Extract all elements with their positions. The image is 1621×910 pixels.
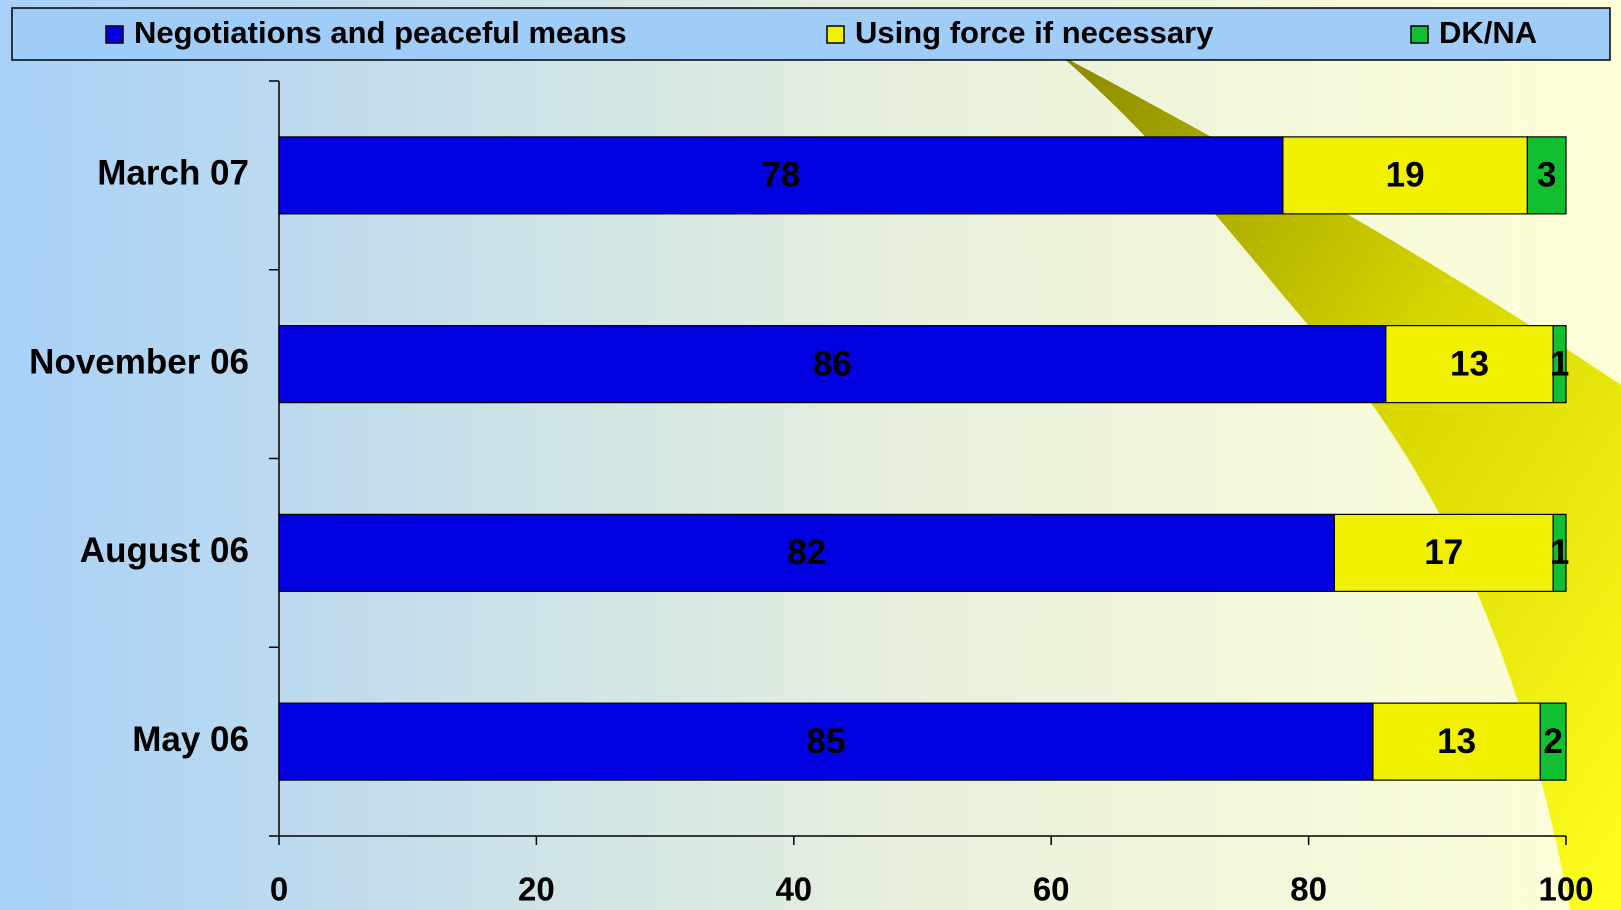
data-label: 17	[1424, 533, 1463, 572]
data-label: 3	[1537, 156, 1556, 195]
data-label: 19	[1386, 156, 1425, 195]
bar-segment	[278, 136, 1284, 215]
data-label: 86	[813, 344, 852, 383]
data-label: 13	[1437, 722, 1476, 761]
x-tick-label: 80	[1290, 871, 1327, 908]
x-tick-label: 40	[775, 871, 812, 908]
legend-swatch	[105, 25, 124, 44]
legend-swatch	[826, 25, 845, 44]
bar-segment	[1526, 136, 1567, 215]
bar-segment	[1282, 136, 1528, 215]
data-label: 2	[1543, 722, 1562, 761]
bar-segment	[1372, 702, 1541, 781]
bar-segment	[1333, 513, 1554, 592]
x-tick-label: 20	[518, 871, 555, 908]
legend-label: Using force if necessary	[855, 15, 1214, 50]
bar-segment	[1552, 325, 1567, 404]
y-tick-label: November 06	[29, 342, 249, 381]
legend-box	[11, 7, 1611, 61]
bar-segment	[1385, 325, 1554, 404]
legend-label: Negotiations and peaceful means	[134, 15, 627, 50]
x-tick-label: 60	[1033, 871, 1070, 908]
bar-segment	[1552, 513, 1567, 592]
y-tick-label: March 07	[97, 154, 249, 193]
data-label: 13	[1450, 344, 1489, 383]
decoration	[1060, 55, 1621, 910]
data-label: 85	[807, 722, 846, 761]
bar-segment	[278, 513, 1335, 592]
data-label: 1	[1550, 533, 1569, 572]
legend-label: DK/NA	[1439, 15, 1537, 50]
bar-segment	[278, 702, 1374, 781]
y-tick-label: August 06	[80, 531, 249, 570]
data-label: 78	[761, 156, 800, 195]
data-label: 82	[787, 533, 826, 572]
bar-segment	[1539, 702, 1567, 781]
x-tick-label: 0	[270, 871, 288, 908]
y-tick-label: May 06	[132, 720, 249, 759]
data-label: 1	[1550, 344, 1569, 383]
x-tick-label: 100	[1538, 871, 1593, 908]
legend-swatch	[1410, 25, 1429, 44]
